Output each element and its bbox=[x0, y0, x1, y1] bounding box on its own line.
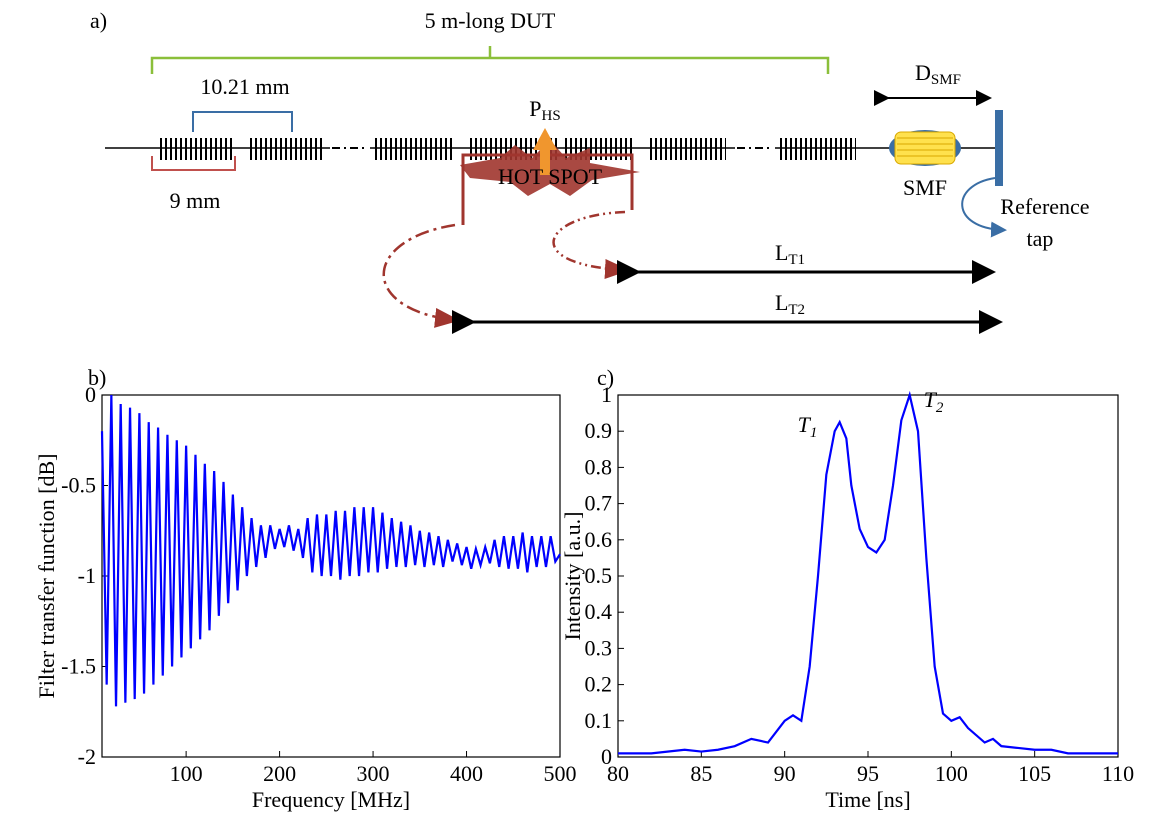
y-tick-label: 0.6 bbox=[585, 527, 613, 552]
annotation-sub: 1 bbox=[810, 425, 818, 441]
x-tick-label: 95 bbox=[857, 761, 879, 786]
panel-label: c) bbox=[597, 365, 614, 390]
plot-area bbox=[617, 394, 1119, 758]
panel-label: a) bbox=[90, 8, 107, 33]
y-tick-label: 1 bbox=[601, 382, 612, 407]
panel-label: b) bbox=[88, 365, 106, 390]
annotation-text: T bbox=[924, 387, 938, 412]
annotation-sub: 2 bbox=[936, 400, 944, 416]
x-tick-label: 100 bbox=[935, 761, 968, 786]
x-tick-label: 110 bbox=[1102, 761, 1134, 786]
y-tick-label: -0.5 bbox=[61, 473, 96, 498]
dut-label: 5 m-long DUT bbox=[425, 8, 556, 33]
y-tick-label: 0.7 bbox=[585, 491, 613, 516]
x-tick-label: 105 bbox=[1018, 761, 1051, 786]
y-tick-label: 0.2 bbox=[585, 672, 613, 697]
spacing-label: 10.21 mm bbox=[200, 74, 289, 99]
length-bracket bbox=[151, 156, 236, 171]
x-tick-label: 85 bbox=[690, 761, 712, 786]
x-tick-label: 400 bbox=[450, 761, 483, 786]
x-tick-label: 200 bbox=[263, 761, 296, 786]
reference-label: Reference bbox=[1000, 194, 1089, 219]
hot-spot-label: HOT SPOT bbox=[498, 164, 603, 189]
length-label: 9 mm bbox=[170, 188, 221, 213]
diagram: a) 5 m-long DUT 10.21 mm 9 mm PHS HOT SP… bbox=[90, 8, 1090, 334]
smf-coil bbox=[889, 130, 961, 166]
x-tick-label: 500 bbox=[544, 761, 577, 786]
dut-brace bbox=[150, 46, 830, 74]
line bbox=[100, 394, 561, 707]
y-axis-label: Intensity [a.u.] bbox=[560, 512, 585, 641]
y-tick-label: 0.4 bbox=[585, 599, 613, 624]
y-tick-label: -2 bbox=[78, 744, 96, 769]
lt2-label: LT2 bbox=[775, 290, 805, 318]
spacing-bracket bbox=[192, 111, 293, 132]
annotation-text: T bbox=[798, 412, 812, 437]
x-tick-label: 90 bbox=[774, 761, 796, 786]
y-tick-label: -1.5 bbox=[61, 654, 96, 679]
lt1-label: LT1 bbox=[775, 240, 805, 268]
y-tick-label: 0.1 bbox=[585, 708, 613, 733]
y-tick-label: 0.5 bbox=[585, 563, 613, 588]
y-axis-label: Filter transfer function [dB] bbox=[34, 454, 59, 699]
reference-label: tap bbox=[1027, 226, 1054, 251]
y-tick-label: 0.9 bbox=[585, 418, 613, 443]
reference-arrow bbox=[961, 177, 1007, 238]
x-tick-label: 300 bbox=[357, 761, 390, 786]
reflection-1 bbox=[552, 210, 630, 280]
smf-label: SMF bbox=[903, 175, 947, 200]
line bbox=[618, 390, 1118, 755]
x-tick-label: 80 bbox=[607, 761, 629, 786]
reflection-2 bbox=[382, 223, 460, 328]
y-tick-label: -1 bbox=[78, 563, 96, 588]
x-tick-label: 100 bbox=[170, 761, 203, 786]
y-tick-label: 0 bbox=[85, 382, 96, 407]
reference-mirror bbox=[995, 110, 1003, 186]
y-tick-label: 0 bbox=[601, 744, 612, 769]
x-axis-label: Time [ns] bbox=[825, 787, 910, 812]
power-arrow bbox=[533, 128, 557, 175]
x-axis-label: Frequency [MHz] bbox=[252, 787, 410, 812]
power-label: PHS bbox=[529, 96, 560, 124]
annotation: T1 bbox=[798, 412, 818, 441]
distance-label: DSMF bbox=[915, 60, 961, 88]
annotation: T2 bbox=[924, 387, 944, 416]
y-tick-label: 0.8 bbox=[585, 454, 613, 479]
y-tick-label: 0.3 bbox=[585, 635, 613, 660]
